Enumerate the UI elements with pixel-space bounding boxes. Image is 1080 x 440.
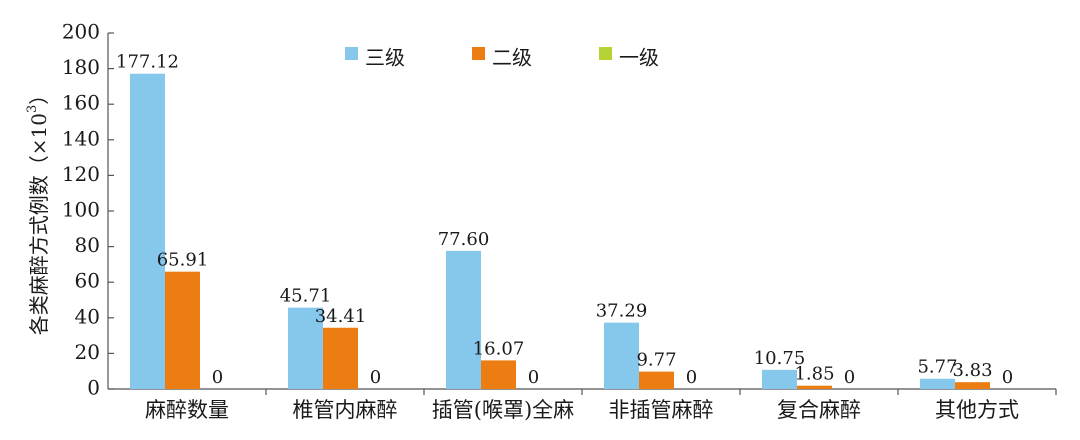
data-label: 34.41 [315, 306, 367, 327]
bar [288, 307, 323, 389]
legend-label: 一级 [619, 46, 659, 70]
bar [165, 271, 200, 389]
y-tick-label: 100 [62, 198, 100, 222]
y-axis-title-main: 各类麻醉方式例数（×10 [27, 113, 51, 335]
y-tick-label: 120 [62, 162, 100, 186]
y-tick-label: 140 [62, 126, 100, 150]
x-category-label: 椎管内麻醉 [293, 398, 398, 422]
data-label: 10.75 [754, 348, 806, 369]
y-tick-label: 20 [75, 340, 100, 364]
data-label: 45.71 [280, 286, 332, 307]
bar [323, 327, 358, 389]
y-axis-title: 各类麻醉方式例数（×103） [25, 85, 51, 336]
bars-layer [130, 73, 990, 389]
legend-label: 二级 [492, 46, 532, 70]
bar [130, 73, 165, 389]
data-label: 0 [370, 367, 381, 388]
x-category-label: 插管(喉罩)全麻 [432, 398, 574, 422]
data-label: 0 [686, 367, 697, 388]
y-tick-label: 0 [87, 376, 100, 400]
data-label: 9.77 [636, 350, 676, 371]
bar [762, 369, 797, 389]
y-axis-title-superscript: 3 [25, 105, 40, 113]
data-label: 0 [528, 367, 539, 388]
y-tick-label: 80 [75, 233, 100, 257]
x-category-label: 其他方式 [935, 398, 1019, 422]
data-label: 5.77 [917, 357, 957, 378]
bar [639, 371, 674, 389]
legend-label: 三级 [365, 46, 405, 70]
y-tick-label: 200 [62, 20, 100, 44]
data-label: 0 [1002, 367, 1013, 388]
bar [797, 385, 832, 389]
bar [481, 360, 516, 389]
bar [920, 378, 955, 389]
data-label: 177.12 [116, 52, 179, 73]
data-label: 77.60 [438, 229, 490, 250]
y-tick-label: 40 [75, 304, 100, 328]
x-category-label: 复合麻醉 [777, 398, 861, 422]
legend-swatch [345, 47, 358, 60]
data-label: 0 [212, 367, 223, 388]
x-category-label: 麻醉数量 [145, 398, 229, 422]
data-label: 16.07 [473, 338, 525, 359]
bar [604, 322, 639, 389]
x-category-label: 非插管麻醉 [609, 398, 714, 422]
legend-swatch [599, 47, 612, 60]
data-label: 0 [844, 367, 855, 388]
y-tick-label: 60 [75, 269, 100, 293]
data-label: 3.83 [952, 360, 992, 381]
bar [446, 250, 481, 389]
y-tick-label: 160 [62, 91, 100, 115]
data-label: 1.85 [794, 364, 834, 385]
bar [955, 382, 990, 389]
data-label: 65.91 [157, 250, 209, 271]
axes-layer: 0 20 40 60 80 100 120 140 160 180 200 麻醉数量 椎管内麻醉 插管(喉… [62, 20, 1057, 422]
legend-swatch [472, 47, 485, 60]
labels-layer: 177.1265.91045.7134.41077.6016.07037.299… [116, 52, 1013, 388]
data-label: 37.29 [596, 301, 648, 322]
legend: 三级 二级 一级 [345, 46, 659, 70]
y-tick-label: 180 [62, 55, 100, 79]
y-axis-title-close: ） [27, 85, 51, 105]
